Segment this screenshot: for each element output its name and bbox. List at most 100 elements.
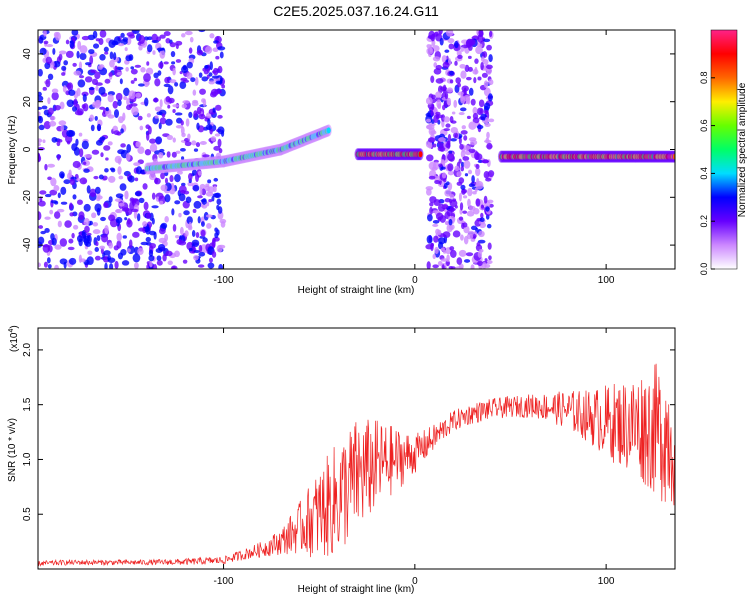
colorbar-tick-label: 0.6	[699, 119, 709, 132]
spectrogram-cell	[69, 212, 74, 217]
spectrogram-cell	[201, 188, 207, 196]
spectrogram-cell	[74, 110, 83, 116]
spectrogram-cell	[448, 218, 453, 226]
spectrogram-cell	[53, 211, 61, 219]
spectrogram-cell	[146, 61, 150, 66]
spectrogram-cell	[458, 192, 462, 202]
spectrogram-cell	[117, 43, 125, 47]
spectrogram-cell	[191, 140, 197, 146]
spectrogram-cell	[441, 204, 449, 210]
spectrogram-cell	[38, 36, 44, 44]
spectrogram-cell	[61, 72, 66, 76]
spectrogram-cell	[167, 104, 171, 109]
spectrogram-cell	[176, 239, 183, 245]
spectrogram-cell	[213, 177, 219, 182]
spectrogram-cell	[63, 60, 69, 66]
spectrogram-cell	[198, 244, 203, 253]
spectrogram-cell	[46, 257, 51, 264]
spectrogram-cell	[458, 263, 464, 269]
spectrogram-cell	[54, 244, 62, 250]
spectrogram-cell	[193, 110, 198, 118]
spectrogram-cell	[107, 114, 115, 119]
spectrogram-cell	[465, 252, 474, 257]
spectrogram-cell	[66, 129, 74, 138]
spectrogram-cell	[478, 230, 485, 238]
spectrogram-cell	[156, 255, 162, 262]
spectrogram-cell	[104, 78, 111, 84]
spectrogram-cell	[71, 30, 79, 36]
spectrogram-cell	[94, 115, 98, 121]
spectrogram-cell	[463, 135, 468, 141]
spectrogram-cell	[134, 262, 139, 269]
spectrogram-cell	[454, 40, 459, 49]
spectrogram-cell	[113, 36, 121, 45]
spectrogram-cell	[451, 111, 456, 115]
spectrogram-cell	[126, 104, 132, 111]
spectrogram-cell	[89, 188, 97, 198]
spectrogram-cell	[91, 212, 97, 219]
y-tick-label: 1.5	[22, 397, 33, 411]
spectrogram-cell	[452, 230, 461, 238]
spectrogram-cell	[77, 79, 86, 88]
spectrogram-cell	[38, 106, 43, 111]
spectrogram-cell	[88, 49, 95, 55]
spectrogram-cell	[38, 115, 44, 124]
spectrogram-cell	[107, 141, 113, 146]
spectrogram-cell	[138, 227, 146, 232]
spectrogram-cell	[211, 75, 220, 79]
spectrogram-cell	[78, 254, 82, 263]
spectrogram-cell	[149, 138, 157, 144]
spectrogram-cell	[477, 76, 482, 81]
spectrogram-cell	[38, 142, 41, 147]
spectrogram-cell	[89, 55, 94, 65]
spectrogram-cell	[49, 189, 58, 196]
spectrogram-cell	[485, 137, 490, 144]
spectrogram-cell	[42, 139, 46, 144]
spectrogram-cell	[117, 99, 122, 107]
spectrogram-cell	[164, 177, 169, 184]
spectrogram-cell	[39, 196, 43, 203]
spectrogram-cell	[115, 208, 121, 213]
spectrogram-cell	[38, 236, 45, 245]
spectrogram-cell	[44, 163, 48, 171]
spectrogram-cell	[85, 62, 92, 66]
spectrogram-cell	[463, 87, 467, 96]
spectrogram-cell	[214, 192, 222, 199]
spectrogram-cell	[459, 143, 464, 150]
spectrogram-cell	[86, 256, 94, 266]
spectrogram-cell	[81, 140, 89, 150]
spectrogram-cell	[458, 249, 467, 257]
spectrogram-cell	[99, 53, 106, 61]
spectrogram-cell	[55, 31, 61, 41]
spectrogram-cell	[174, 250, 180, 258]
spectrogram-cell	[195, 232, 200, 238]
spectrogram-cell	[197, 170, 202, 176]
spectrogram-cell	[437, 85, 443, 94]
spectrogram-cell	[188, 221, 192, 230]
spectrogram-cell	[442, 61, 450, 69]
spectrogram-cell	[194, 76, 199, 86]
spectrogram-cell	[95, 38, 101, 42]
spectrogram-cell	[50, 200, 58, 204]
spectrogram-cell	[78, 75, 85, 79]
spectrogram-cell	[486, 131, 490, 139]
spectrogram-cell	[186, 216, 193, 225]
spectrogram-cell	[480, 204, 485, 209]
spectrogram-cell	[437, 103, 442, 110]
spectrogram-cell	[164, 76, 171, 84]
spectrogram-cell	[131, 106, 139, 116]
spectrogram-cell	[149, 143, 158, 153]
spectrogram-cell	[44, 62, 51, 70]
spectrogram-cell	[191, 101, 199, 107]
spectrogram-cell	[426, 261, 431, 269]
spectrogram-cell	[468, 44, 473, 51]
spectrogram-cell	[52, 47, 56, 55]
spectrogram-cell	[188, 111, 193, 119]
spectrogram-cell	[459, 202, 464, 211]
colorbar-ticks: 0.0 0.2 0.4 0.6 0.8	[699, 72, 715, 275]
spectrogram-cell	[483, 102, 491, 111]
spectrogram-cell	[44, 193, 52, 198]
x-tick-label: 0	[412, 576, 418, 587]
spectrogram-cell	[216, 244, 223, 253]
spectrogram-cell	[136, 213, 141, 222]
